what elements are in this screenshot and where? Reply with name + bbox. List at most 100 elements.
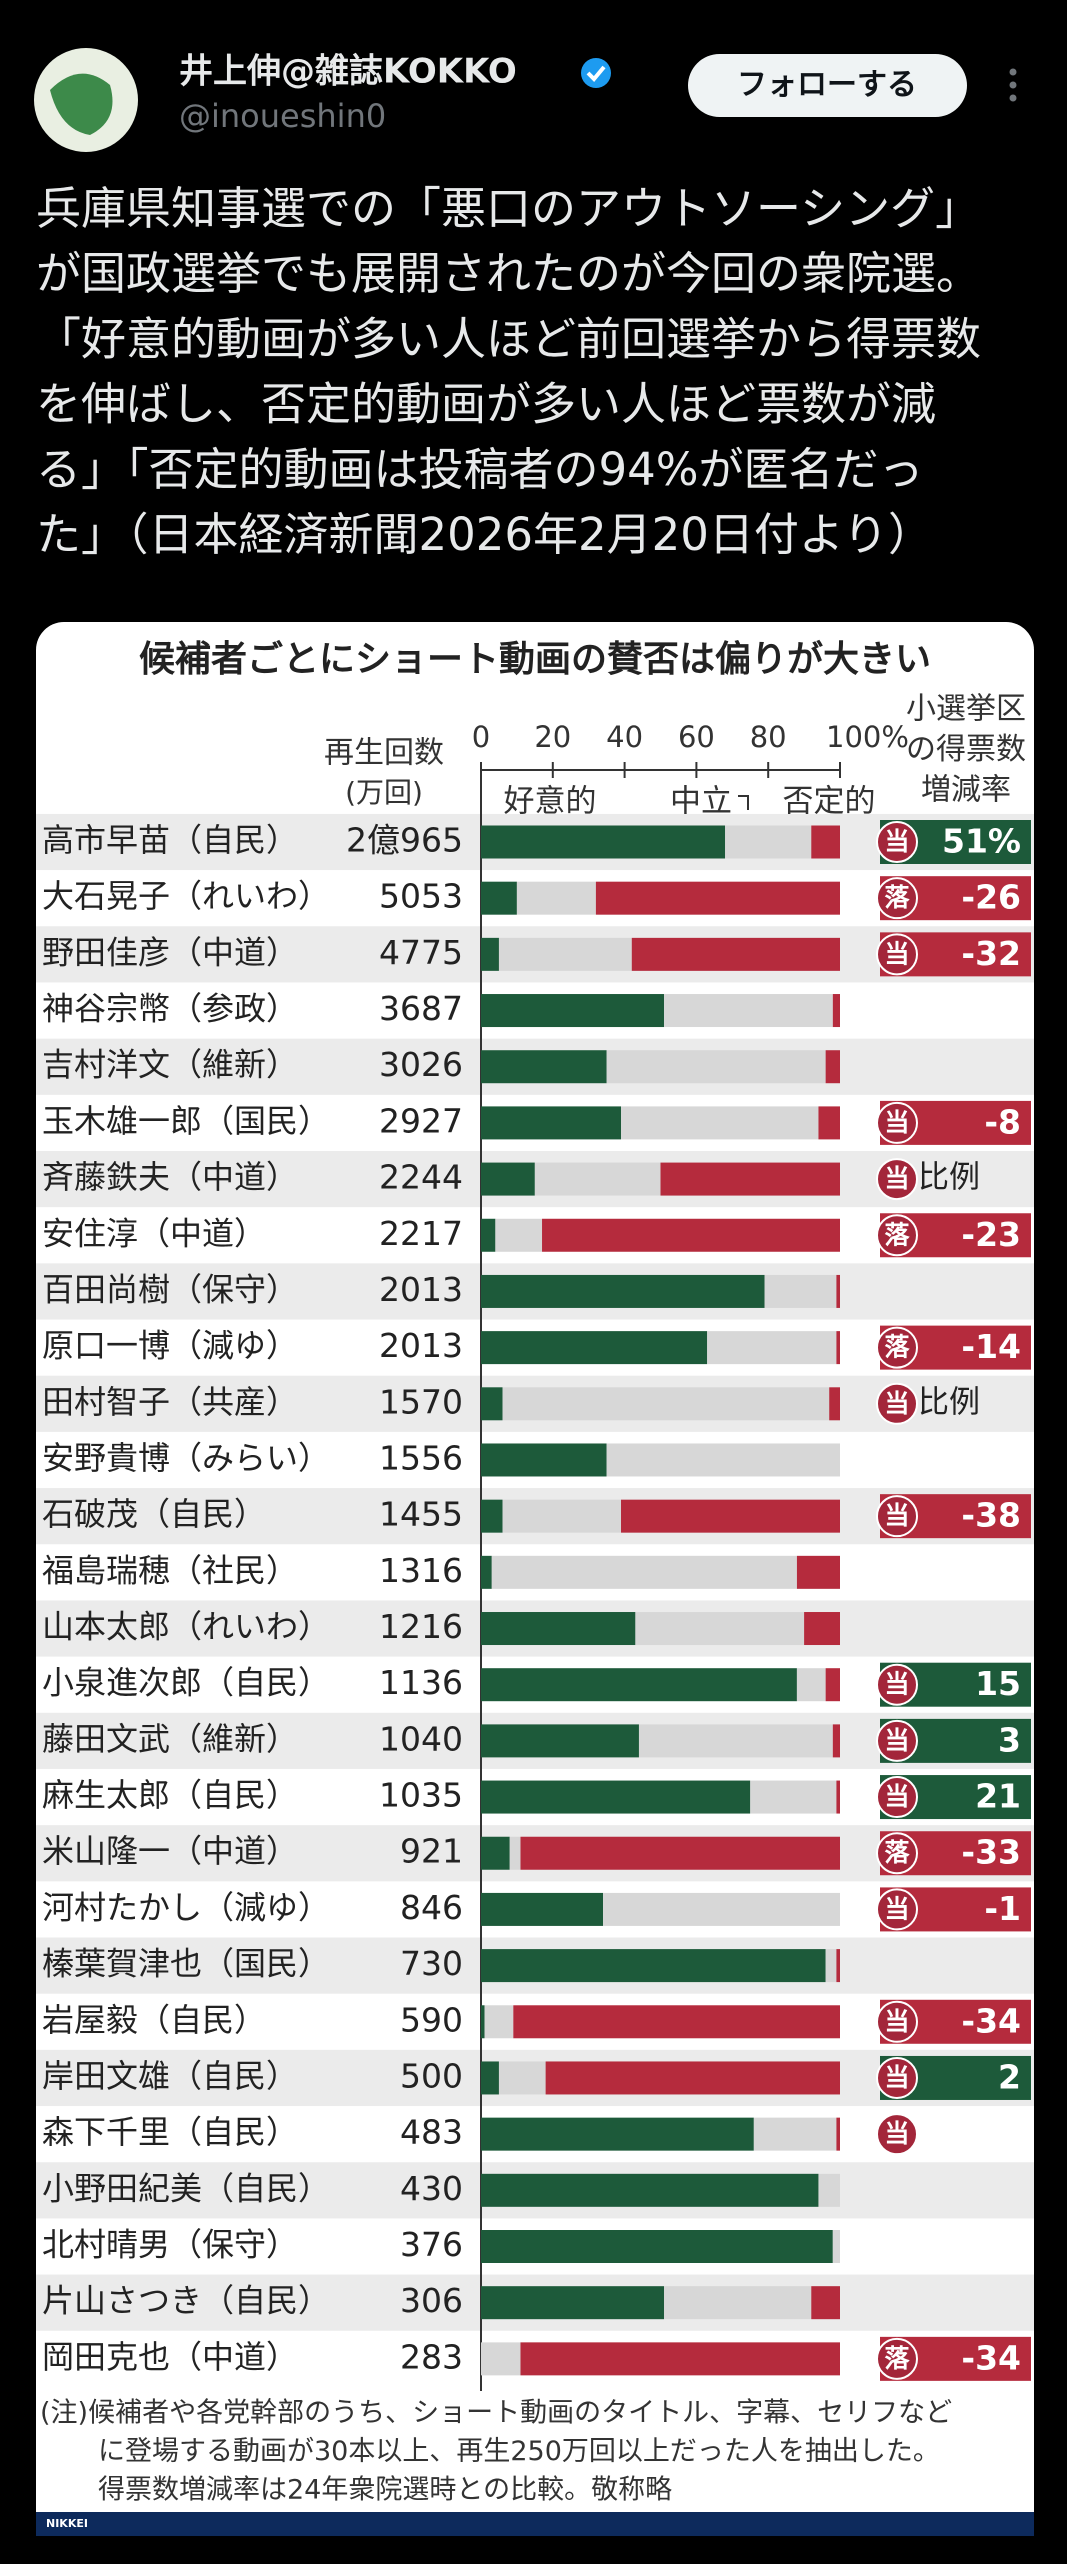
- bar-segment: [481, 825, 726, 859]
- change-label: -34: [961, 2338, 1021, 2377]
- bar-segment: [595, 881, 840, 915]
- result-label: 当: [884, 1894, 909, 1923]
- bar-segment: [481, 1274, 765, 1308]
- legend-label: 好意的: [504, 784, 597, 820]
- play-count: 500: [400, 2056, 463, 2095]
- result-badge: [876, 1382, 918, 1425]
- bar-segment: [811, 2286, 840, 2320]
- bar-segment: [764, 1274, 837, 1308]
- play-count: 590: [400, 2000, 463, 2039]
- source-logo: NIKKEI: [46, 2517, 88, 2530]
- play-count: 306: [400, 2281, 463, 2320]
- bar-segment: [621, 1106, 819, 1140]
- legend-label: 中立: [670, 784, 732, 820]
- bar-segment: [664, 994, 833, 1028]
- result-badge: [876, 1495, 918, 1538]
- play-count: 1035: [379, 1776, 463, 1815]
- play-count: 1556: [379, 1438, 463, 1477]
- candidate-name: 安野貴博（みらい）: [42, 1439, 330, 1477]
- verified-badge: [581, 58, 611, 88]
- bar-segment: [481, 937, 499, 971]
- bar-segment: [660, 1162, 840, 1196]
- post-text-line: 「好意的動画が多い人ほど前回選挙から得票数: [36, 312, 981, 365]
- bar-segment: [707, 1331, 837, 1365]
- bar-segment: [750, 1780, 837, 1814]
- x-tick-label: 20: [534, 720, 571, 754]
- play-count: 283: [400, 2337, 463, 2376]
- bar-segment: [621, 1499, 840, 1533]
- bar-segment: [481, 1331, 708, 1365]
- result-badge: [876, 2113, 918, 2156]
- candidate-name: 玉木雄一郎（国民）: [42, 1102, 330, 1140]
- bar-segment: [502, 1499, 622, 1533]
- bar-segment: [481, 1387, 503, 1421]
- play-count: 846: [400, 1888, 463, 1927]
- change-label: 15: [975, 1664, 1021, 1703]
- bar-segment: [520, 2342, 840, 2376]
- bar-segment: [481, 2286, 665, 2320]
- candidate-name: 北村晴男（保守）: [42, 2226, 298, 2264]
- author-name[interactable]: 井上伸@雑誌KOKKO: [179, 52, 517, 92]
- bar-segment: [491, 1555, 797, 1589]
- bar-segment: [481, 1050, 607, 1084]
- bar-segment: [796, 1555, 840, 1589]
- candidate-name: 麻生太郎（自民）: [42, 1776, 298, 1814]
- bar-segment: [832, 994, 840, 1028]
- bar-segment: [606, 1050, 826, 1084]
- candidate-name: 岸田文雄（自民）: [42, 2057, 298, 2095]
- candidate-name: 百田尚樹（保守）: [42, 1270, 298, 1308]
- bar-segment: [836, 1949, 840, 1983]
- more-menu[interactable]: [1009, 68, 1017, 102]
- bar-segment: [818, 1106, 840, 1140]
- bar-segment: [832, 2230, 840, 2263]
- bar-segment: [804, 1612, 840, 1646]
- play-count: 2億965: [346, 821, 463, 860]
- x-tick-label: 60: [678, 720, 715, 754]
- bar-segment: [481, 881, 517, 915]
- plays-unit: (万回): [345, 776, 423, 809]
- play-count: 1455: [379, 1495, 463, 1534]
- follow-label[interactable]: フォローする: [737, 68, 917, 103]
- x-tick-label: 80: [750, 720, 787, 754]
- result-label: 落: [884, 1220, 910, 1249]
- play-count: 3026: [379, 1045, 463, 1084]
- bar-segment: [725, 825, 812, 859]
- bar-segment: [825, 1050, 840, 1084]
- bar-segment: [481, 2173, 819, 2207]
- x-tick-label: 0: [472, 720, 490, 754]
- play-count: 376: [400, 2225, 463, 2264]
- play-count: 4775: [379, 933, 463, 972]
- change-label: -26: [961, 878, 1021, 917]
- bar-segment: [513, 2005, 840, 2039]
- change-label: -1: [984, 1889, 1021, 1928]
- candidate-name: 大石晃子（れいわ）: [42, 877, 330, 915]
- change-header: 小選挙区: [906, 692, 1026, 727]
- result-badge: [876, 1888, 918, 1931]
- follow-button[interactable]: [688, 54, 967, 117]
- candidate-name: 田村智子（共産）: [42, 1383, 298, 1421]
- bar-segment: [502, 1387, 830, 1421]
- bar-segment: [484, 2005, 514, 2039]
- bar-segment: [832, 1724, 840, 1758]
- bar-segment: [481, 1780, 751, 1814]
- verified-check: [586, 65, 606, 82]
- result-badge: [876, 1719, 918, 1762]
- result-label: 当: [884, 1782, 909, 1811]
- candidate-name: 小泉進次郎（自民）: [42, 1664, 330, 1702]
- bar-segment: [498, 2061, 546, 2095]
- candidate-name: 森下千里（自民）: [42, 2113, 298, 2151]
- bar-segment: [542, 1218, 840, 1252]
- bar-segment: [481, 1106, 622, 1140]
- result-badge: [876, 2000, 918, 2043]
- candidate-name: 神谷宗幣（参政）: [42, 990, 298, 1028]
- author-handle[interactable]: @inoueshin0: [179, 97, 386, 135]
- candidate-name: 岡田克也（中道）: [42, 2338, 298, 2376]
- candidate-name: 高市早苗（自民）: [42, 821, 298, 859]
- result-badge: [876, 1326, 918, 1369]
- result-badge: [876, 877, 918, 920]
- bar-segment: [481, 1499, 503, 1533]
- bar-segment: [836, 2117, 840, 2151]
- bar-segment: [481, 1949, 826, 1983]
- post-text-line: が国政選挙でも展開されたのが今回の衆院選。: [36, 247, 981, 300]
- avatar-art: [50, 73, 113, 135]
